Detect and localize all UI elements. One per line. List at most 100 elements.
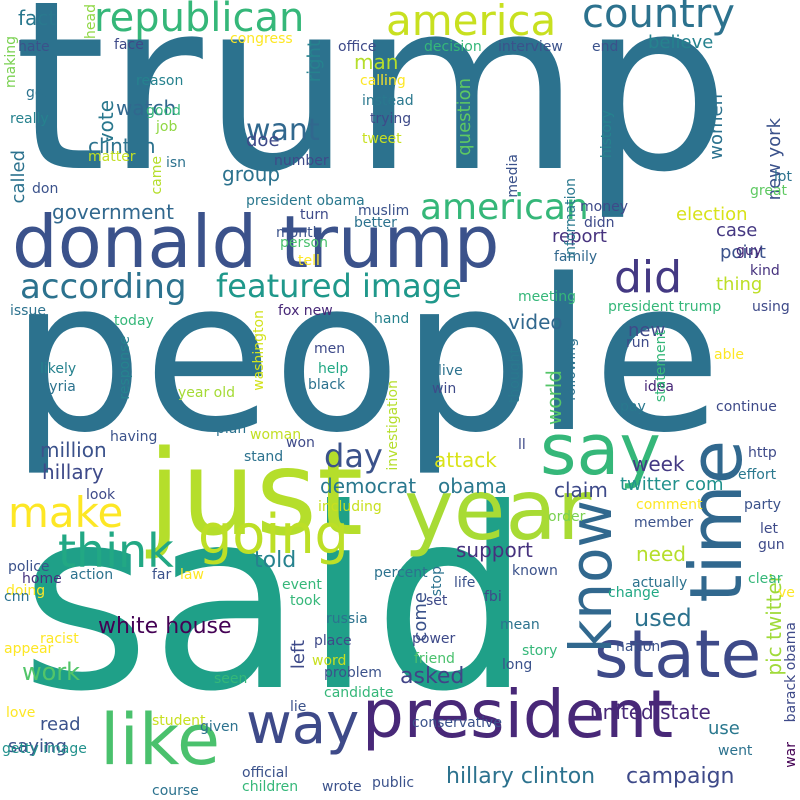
word-attack: attack xyxy=(434,448,497,472)
word-featured-image: featured image xyxy=(216,267,462,305)
word-country: country xyxy=(582,0,735,37)
word-live: live xyxy=(438,363,463,379)
word-believe: believe xyxy=(648,32,714,53)
word-year-old: year old xyxy=(178,385,236,401)
word-issue: issue xyxy=(10,303,46,319)
word-story: story xyxy=(522,643,558,659)
word-election: election xyxy=(676,204,748,225)
word-actually: actually xyxy=(632,575,688,591)
word-investigation: investigation xyxy=(385,380,401,471)
word-having: having xyxy=(110,429,158,445)
word-got: got xyxy=(26,85,49,101)
word-effort: effort xyxy=(738,467,777,483)
word-campaign: campaign xyxy=(626,764,735,789)
word-read: read xyxy=(40,714,81,735)
word-question: question xyxy=(454,78,475,156)
word-interview: interview xyxy=(498,39,563,55)
word-need: need xyxy=(636,542,686,566)
word-clear: clear xyxy=(748,571,783,587)
word-saying: saying xyxy=(8,736,67,757)
word-long: long xyxy=(502,657,533,673)
word-trump: trump xyxy=(14,0,730,224)
word-point: point xyxy=(720,242,766,263)
word-likely: likely xyxy=(40,361,77,377)
word-president-trump: president trump xyxy=(608,299,722,315)
word-good: good xyxy=(146,103,181,119)
word-far: far xyxy=(152,567,172,583)
word-support: support xyxy=(456,538,533,562)
word-stand: stand xyxy=(244,449,284,465)
word-mean: mean xyxy=(500,617,540,633)
word-student: student xyxy=(152,713,206,729)
word-new: new xyxy=(628,320,666,341)
word-trying: trying xyxy=(370,111,412,127)
word-party: party xyxy=(744,497,781,513)
word-make: make xyxy=(8,488,124,537)
word-fact: fact xyxy=(18,6,57,30)
word-run: run xyxy=(626,335,650,351)
word-course: course xyxy=(152,783,199,799)
word-took: took xyxy=(290,593,321,609)
word-really: really xyxy=(10,111,49,127)
word-statement: statement xyxy=(653,330,669,403)
word-response: response xyxy=(117,336,133,400)
word-watch: watch xyxy=(116,96,177,120)
word-matter: matter xyxy=(88,149,136,165)
word-stop: stop xyxy=(429,566,445,597)
word-meeting: meeting xyxy=(518,289,577,305)
word-information: information xyxy=(563,178,579,259)
word-men: men xyxy=(314,341,346,357)
word-donald-trump: donald trump xyxy=(12,200,500,284)
word-police: police xyxy=(8,559,50,575)
word-want: want xyxy=(246,113,320,148)
word-muslim: muslim xyxy=(358,203,410,219)
word-women: women xyxy=(706,94,727,160)
word-hand: hand xyxy=(374,311,410,327)
word-office: office xyxy=(338,39,377,55)
word-tweet: tweet xyxy=(362,131,402,147)
word-people: people xyxy=(10,234,722,479)
word-went: went xyxy=(718,743,753,759)
word-isn: isn xyxy=(166,155,187,171)
word-white-house: white house xyxy=(98,614,232,639)
word-don: don xyxy=(32,181,59,197)
word-left: left xyxy=(288,640,309,670)
word-did: did xyxy=(614,252,683,303)
word-man: man xyxy=(354,50,399,74)
word-including: including xyxy=(318,499,382,515)
word-vote: vote xyxy=(94,100,118,145)
word-getty-image: getty image xyxy=(2,741,87,757)
word-right: right xyxy=(304,40,325,83)
word-instead: instead xyxy=(362,93,414,109)
word-told: told xyxy=(254,548,297,573)
word-war: war xyxy=(783,742,799,768)
word-following: following xyxy=(563,338,579,401)
word-republican: republican xyxy=(94,0,305,41)
word-government: government xyxy=(52,200,174,224)
word-called: called xyxy=(8,150,29,204)
word-won: won xyxy=(286,435,315,451)
word-history: history xyxy=(599,110,615,159)
word-reason: reason xyxy=(136,73,184,89)
word-place: place xyxy=(314,633,352,649)
word-cnn: cnn xyxy=(4,589,30,605)
word-event: event xyxy=(282,577,322,593)
word-doing: doing xyxy=(6,583,46,599)
word-media: media xyxy=(505,154,521,198)
word-win: win xyxy=(432,381,457,397)
word-year: year xyxy=(404,461,592,559)
word-idea: idea xyxy=(644,379,674,395)
word-came: came xyxy=(149,156,165,195)
word-russia: russia xyxy=(326,611,368,627)
word-barack-obama: barack obama xyxy=(783,622,799,723)
word-pay: pay xyxy=(620,399,646,415)
word-let: let xyxy=(760,521,778,537)
word-president: president xyxy=(362,676,674,753)
word-problem: problem xyxy=(324,665,382,681)
word-united-state: united state xyxy=(590,700,711,724)
word-set: set xyxy=(426,593,448,609)
word-power: power xyxy=(412,631,456,647)
word-million: million xyxy=(40,438,107,462)
word-using: using xyxy=(752,299,790,315)
word-hillary-clinton: hillary clinton xyxy=(446,764,596,789)
